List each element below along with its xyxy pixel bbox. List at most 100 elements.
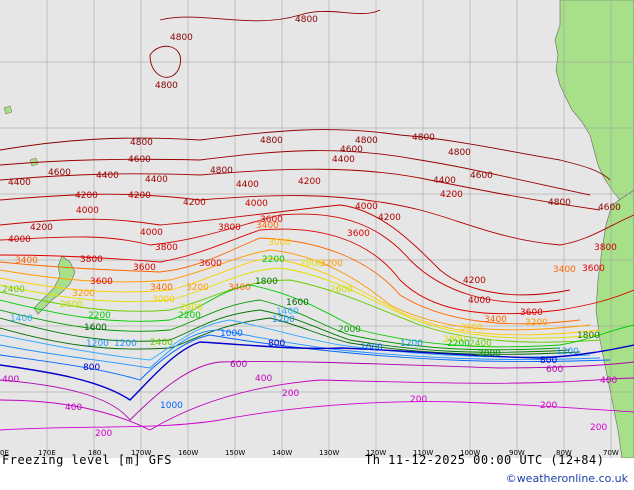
contour-600 xyxy=(0,361,634,421)
contour-label: 3400 xyxy=(553,265,576,275)
contour-label: 3800 xyxy=(218,223,241,233)
contour-4400 xyxy=(0,168,601,211)
land-islands xyxy=(3,105,39,167)
contour-label: 800 xyxy=(83,363,100,373)
longitude-tick: 120W xyxy=(366,449,386,457)
longitude-tick: 100W xyxy=(460,449,480,457)
contour-label: 4000 xyxy=(140,228,163,238)
credit-link[interactable]: ©weatheronline.co.uk xyxy=(505,472,628,485)
contour-label: 4400 xyxy=(145,175,168,185)
contour-label: 4200 xyxy=(298,177,321,187)
longitude-tick: 80W xyxy=(556,449,572,457)
contour-label: 800 xyxy=(268,339,285,349)
contour-label: 4000 xyxy=(355,202,378,212)
contour-2400 xyxy=(0,279,601,343)
contour-4200 xyxy=(0,193,634,246)
contour-label: 3800 xyxy=(155,243,178,253)
contour-label: 3600 xyxy=(347,229,370,239)
forecast-time: Th 11-12-2025 00:00 UTC (12+84) xyxy=(365,453,605,467)
contour-label: 4600 xyxy=(470,171,493,181)
map-title: Freezing level [m] GFS xyxy=(2,453,172,467)
contour-label: 3000 xyxy=(460,323,483,333)
contour-4000 xyxy=(0,204,571,296)
contour-label: 200 xyxy=(282,389,299,399)
contour-label: 4000 xyxy=(468,296,491,306)
contour-2200 xyxy=(0,284,634,348)
contour-label: 4200 xyxy=(463,276,486,286)
contour-label: 1600 xyxy=(286,298,309,308)
contour-label: 4600 xyxy=(598,203,621,213)
contour-label: 1400 xyxy=(10,314,33,324)
contour-label: 800 xyxy=(540,356,557,366)
contour-4800 xyxy=(0,129,611,181)
contour-200 xyxy=(0,401,634,431)
contour-label: 4200 xyxy=(128,191,151,201)
contour-label: 3200 xyxy=(320,259,343,269)
contour-label: 3600 xyxy=(90,277,113,287)
contour-label: 3600 xyxy=(199,259,222,269)
contour-label: 4400 xyxy=(433,176,456,186)
contour-label: 4200 xyxy=(440,190,463,200)
contour-label: 4000 xyxy=(76,206,99,216)
longitude-tick: 180 xyxy=(88,449,101,457)
contour-1200 xyxy=(0,329,601,369)
contour-label: 4800 xyxy=(412,133,435,143)
contour-label: 2000 xyxy=(338,325,361,335)
longitude-tick: 150W xyxy=(225,449,245,457)
land-south-america-south xyxy=(595,189,634,458)
contour-label: 4400 xyxy=(332,155,355,165)
contour-3000 xyxy=(0,257,601,336)
contour-2000 xyxy=(0,299,561,351)
contour-label: 2200 xyxy=(178,311,201,321)
contour-label: 4400 xyxy=(8,178,31,188)
contour-label: 4400 xyxy=(96,171,119,181)
contour-label: 600 xyxy=(230,360,247,370)
contour-label: 3400 xyxy=(228,283,251,293)
contour-label: 1200 xyxy=(556,347,579,357)
contour-label: 200 xyxy=(590,423,607,433)
contour-label: 1000 xyxy=(220,329,243,339)
contour-label: 4800 xyxy=(295,15,318,25)
contour-label: 4800 xyxy=(155,81,178,91)
contour-label: 4200 xyxy=(30,223,53,233)
longitude-tick: 170W xyxy=(131,449,151,457)
longitude-tick: 90W xyxy=(509,449,525,457)
contour-label: 2000 xyxy=(478,349,501,359)
contour-400 xyxy=(0,377,634,431)
contour-label: 1000 xyxy=(360,343,383,353)
contour-label: 1200 xyxy=(400,339,423,349)
contour-label: 200 xyxy=(540,401,557,411)
contour-label: 400 xyxy=(600,376,617,386)
contour-label: 3400 xyxy=(256,221,279,231)
contour-label: 2800 xyxy=(443,335,466,345)
contour-label: 4800 xyxy=(448,148,471,158)
contour-label: 1200 xyxy=(272,315,295,325)
contour-4600 xyxy=(0,150,591,196)
contour-2800 xyxy=(0,267,601,339)
contour-800 xyxy=(0,341,634,401)
contour-label: 3600 xyxy=(260,215,283,225)
longitude-tick: 160W xyxy=(178,449,198,457)
contour-label: 4600 xyxy=(128,155,151,165)
longitude-tick: 130W xyxy=(319,449,339,457)
contour-label: 2800 xyxy=(300,259,323,269)
longitude-tick: 70W xyxy=(603,449,619,457)
contour-1600 xyxy=(0,317,581,355)
contour-label: 4800 xyxy=(260,136,283,146)
longitude-tick: 140W xyxy=(272,449,292,457)
contour-label: 3600 xyxy=(133,263,156,273)
contour-3200 xyxy=(0,249,591,331)
contour-label: 1600 xyxy=(84,323,107,333)
contour-label: 2400 xyxy=(2,285,25,295)
contour-label: 3200 xyxy=(72,289,95,299)
contour-label: 4000 xyxy=(245,199,268,209)
contour-4800-blob xyxy=(149,45,182,78)
contour-label: 2200 xyxy=(262,255,285,265)
contour-label: 3000 xyxy=(152,295,175,305)
contour-label: 4600 xyxy=(48,168,71,178)
map-canvas: 4800 4800 4800 4800 4800 4800 4800 4800 … xyxy=(0,0,634,458)
contour-label: 4800 xyxy=(130,138,153,148)
ocean-background xyxy=(0,0,634,458)
contour-label: 2200 xyxy=(447,339,470,349)
contour-label: 3800 xyxy=(594,243,617,253)
